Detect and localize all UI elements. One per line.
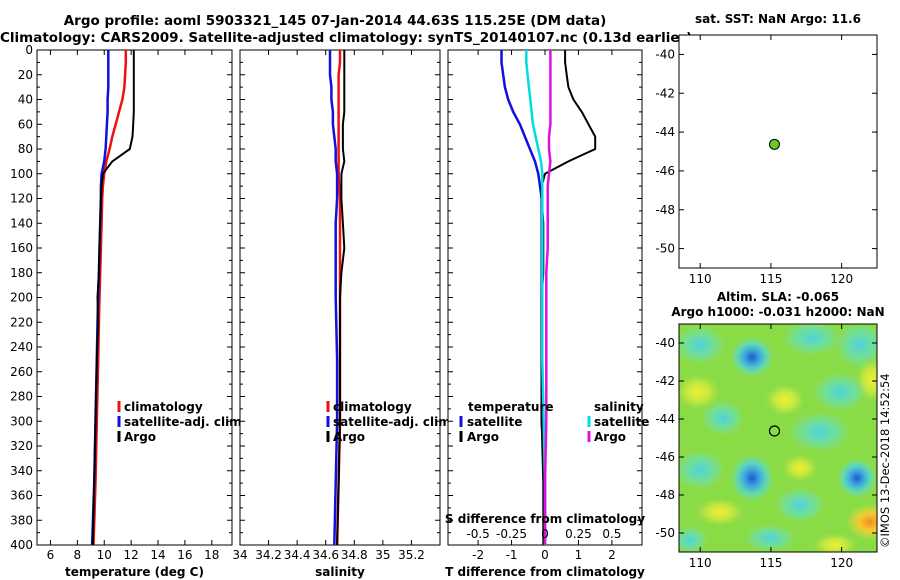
y-tick-label: 20	[18, 68, 33, 82]
x-tick-label: 2	[608, 548, 616, 562]
legend-label: Argo	[467, 430, 499, 444]
map-x-tick-label: 120	[830, 556, 853, 570]
y-tick-label: 300	[10, 414, 33, 428]
map-y-tick-label: -42	[655, 86, 675, 100]
map-y-tick-label: -42	[655, 374, 675, 388]
series-sal-satellite-adj--clim-	[328, 50, 339, 546]
map-y-tick-label: -44	[655, 125, 675, 139]
legend-label: Argo	[594, 430, 626, 444]
legend-label: satellite-adj. clim.	[333, 415, 455, 429]
series-s-argo	[543, 50, 552, 545]
y-tick-label: 140	[10, 216, 33, 230]
y-tick-label: 400	[10, 538, 33, 552]
x-tick-label: -1	[506, 548, 518, 562]
y-tick-label: 220	[10, 315, 33, 329]
map-x-tick-label: 115	[759, 272, 782, 286]
x-axis-label: temperature (deg C)	[65, 565, 204, 579]
x-tick-label: 10	[97, 548, 112, 562]
s-tick-label: 0.25	[565, 527, 592, 541]
y-tick-label: 360	[10, 489, 33, 503]
x-tick-label: 34	[232, 548, 247, 562]
y-tick-label: 120	[10, 192, 33, 206]
series-s-satellite	[525, 50, 547, 545]
map-y-tick-label: -48	[655, 203, 675, 217]
y-tick-label: 340	[10, 464, 33, 478]
y-tick-label: 60	[18, 117, 33, 131]
y-tick-label: 100	[10, 167, 33, 181]
legend-label: Argo	[333, 430, 365, 444]
map-y-tick-label: -40	[655, 47, 675, 61]
sla-map-title-2: Argo h1000: -0.031 h2000: NaN	[671, 305, 884, 319]
x-axis-label: salinity	[315, 565, 365, 579]
map-y-tick-label: -46	[655, 164, 675, 178]
s-tick-label: 0	[541, 527, 549, 541]
x-tick-label: -2	[472, 548, 484, 562]
x-tick-label: 35.2	[398, 548, 425, 562]
x-tick-label: 34.4	[284, 548, 311, 562]
x-tick-label: 6	[47, 548, 55, 562]
map-axes-sla_map	[678, 323, 878, 553]
y-tick-label: 80	[18, 142, 33, 156]
y-tick-label: 160	[10, 241, 33, 255]
y-tick-label: 280	[10, 390, 33, 404]
legend-salinity-head: salinity	[594, 400, 644, 414]
map-y-tick-label: -48	[655, 488, 675, 502]
map-x-tick-label: 120	[830, 272, 853, 286]
y-tick-label: 320	[10, 439, 33, 453]
argo-position-marker-sla	[768, 425, 781, 437]
map-x-tick-label: 110	[689, 272, 712, 286]
argo-position-marker	[768, 138, 780, 150]
x-tick-label: 35	[375, 548, 390, 562]
x-tick-label: 34.6	[312, 548, 339, 562]
y-tick-label: 200	[10, 291, 33, 305]
series-argo	[91, 50, 135, 546]
map-x-tick-label: 110	[689, 556, 712, 570]
legend-temperature-head: temperature	[468, 400, 553, 414]
y-tick-label: 380	[10, 513, 33, 527]
y-tick-label: 0	[25, 43, 33, 57]
x-tick-label: 14	[150, 548, 165, 562]
s-tick-label: 0.5	[602, 527, 621, 541]
legend-label: satellite	[594, 415, 649, 429]
map-axes-sst_map	[678, 34, 878, 269]
legend-label: satellite-adj. clim.	[124, 415, 246, 429]
x-tick-label: 0	[541, 548, 549, 562]
x-tick-label: 1	[575, 548, 583, 562]
title-line-2: Climatology: CARS2009. Satellite-adjuste…	[0, 30, 693, 46]
map-y-tick-label: -46	[655, 450, 675, 464]
map-y-tick-label: -44	[655, 412, 675, 426]
x-tick-label: 34.2	[255, 548, 282, 562]
y-tick-label: 180	[10, 266, 33, 280]
profile-axes-temperature	[36, 49, 233, 546]
x-tick-label: 12	[123, 548, 138, 562]
y-tick-label: 240	[10, 340, 33, 354]
x-tick-label: 34.8	[341, 548, 368, 562]
x-axis-label: T difference from climatology	[445, 565, 645, 579]
series-sal-argo	[336, 50, 346, 546]
y-tick-label: 40	[18, 93, 33, 107]
map-y-tick-label: -40	[655, 336, 675, 350]
map-y-tick-label: -50	[655, 242, 675, 256]
sla-field	[679, 324, 877, 552]
s-tick-label: -0.25	[496, 527, 527, 541]
s-axis-label: S difference from climatology	[445, 512, 645, 526]
x-tick-label: 8	[74, 548, 82, 562]
title-line-1: Argo profile: aoml 5903321_145 07-Jan-20…	[63, 13, 607, 29]
x-tick-label: 18	[204, 548, 219, 562]
s-tick-label: -0.5	[466, 527, 489, 541]
y-tick-label: 260	[10, 365, 33, 379]
series-climatology	[92, 50, 128, 546]
sla-map-title-1: Altim. SLA: -0.065	[717, 290, 839, 304]
map-y-tick-label: -50	[655, 526, 675, 540]
legend-label: climatology	[333, 400, 412, 414]
legend-label: satellite	[467, 415, 522, 429]
map-x-tick-label: 115	[759, 556, 782, 570]
timestamp-stamp: ©IMOS 13-Dec-2018 14:52:54	[878, 373, 892, 548]
x-tick-label: 16	[177, 548, 192, 562]
sst-map-title: sat. SST: NaN Argo: 11.6	[695, 12, 861, 26]
legend-label: climatology	[124, 400, 203, 414]
legend-label: Argo	[124, 430, 156, 444]
